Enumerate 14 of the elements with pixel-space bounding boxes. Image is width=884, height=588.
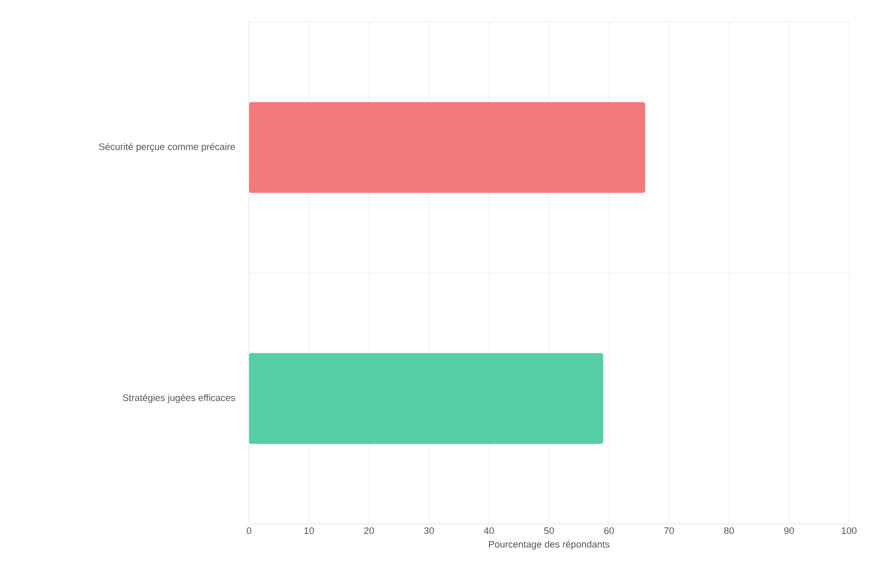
x-tick-label: 20 — [364, 527, 374, 534]
y-tick-label: Stratégies jugées efficaces — [122, 394, 236, 403]
y-tick-label: Sécurité perçue comme précaire — [99, 143, 235, 152]
x-tick-label: 90 — [784, 527, 794, 534]
x-tick-label: 60 — [604, 527, 614, 534]
x-tick-label: 80 — [724, 527, 734, 534]
x-tick-label: 100 — [842, 527, 857, 534]
x-tick-label: 30 — [424, 527, 434, 534]
x-tick-label: 10 — [304, 527, 314, 534]
x-tick-label: 50 — [544, 527, 554, 534]
x-axis-title: Pourcentage des répondants — [489, 540, 610, 550]
x-tick-label: 70 — [664, 527, 674, 534]
x-tick-label: 40 — [484, 527, 494, 534]
x-tick-label: 0 — [246, 527, 252, 534]
